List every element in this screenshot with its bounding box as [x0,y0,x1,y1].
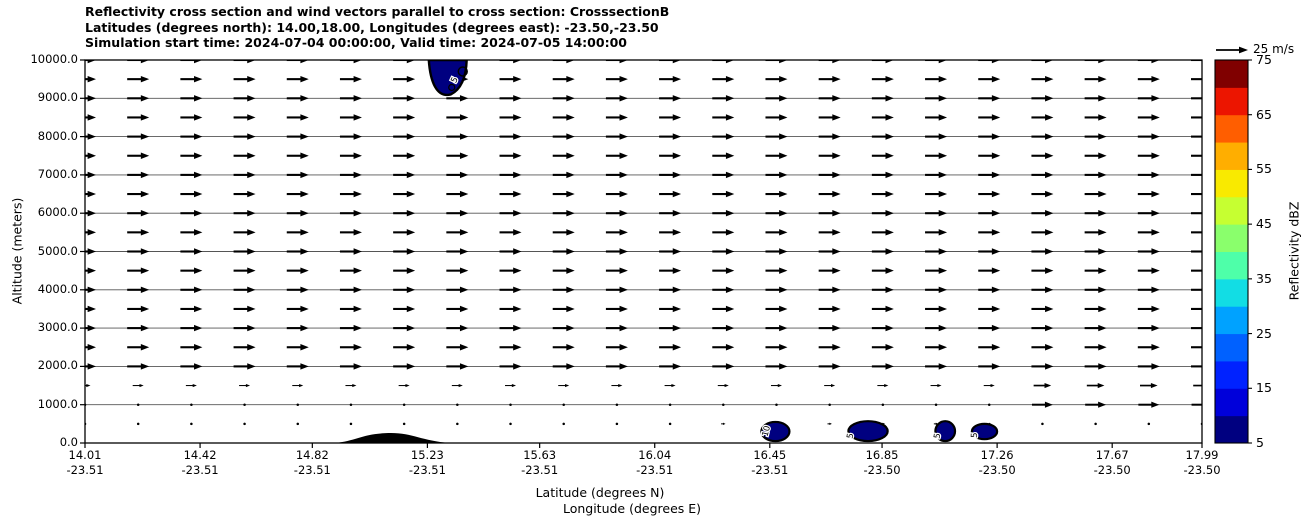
quiver-key-arrow [1216,46,1248,54]
x-tick-label-longitude: -23.51 [293,463,331,477]
plot-subtitle-latlon: Latitudes (degrees north): 14.00,18.00, … [85,19,659,35]
y-tick-label: 4000.0 [37,281,78,296]
x-tick-label-longitude: -23.51 [66,463,104,477]
reflectivity-cell [427,60,468,97]
x-axis-label-latitude: Latitude (degrees N) [535,485,665,500]
x-tick-label-latitude: 16.04 [638,448,672,462]
quiver-key-label: 25 m/s [1253,42,1295,56]
contour-label: 10 [761,425,773,438]
y-tick-label: 7000.0 [37,166,78,181]
x-tick-label-longitude: -23.51 [636,463,674,477]
plot-title-block: Reflectivity cross section and wind vect… [85,4,669,51]
plot-subtitle-times: Simulation start time: 2024-07-04 00:00:… [85,35,627,50]
reflectivity-contours: 5 10 5 5 5 [427,60,999,443]
x-tick-label-latitude: 17.99 [1185,448,1219,462]
colorbar [1214,59,1252,444]
x-tick-label-longitude: -23.51 [181,463,219,477]
colorbar-tick-label: 35 [1256,270,1272,286]
contour-label: 5 [970,432,980,438]
x-tick-label-latitude: 14.42 [183,448,217,462]
y-tick-label: 3000.0 [37,320,78,335]
x-tick-label-latitude: 14.82 [295,448,329,462]
x-tick-label-latitude: 16.45 [753,448,787,462]
reflectivity-cell [760,420,791,443]
terrain-profile [334,433,450,443]
colorbar-tick-label: 5 [1256,435,1264,450]
x-tick-label-latitude: 14.01 [68,448,102,462]
reflectivity-cell [934,420,957,443]
colorbar-tick-label: 75 [1256,52,1272,67]
plot-area: 5 10 5 5 5 [85,60,1202,443]
x-tick-label-longitude: -23.50 [1183,463,1221,477]
x-tick-label-latitude: 17.26 [980,448,1014,462]
colorbar-tick-label: 55 [1256,161,1272,177]
x-tick-label-longitude: -23.50 [863,463,901,477]
contour-label: 5 [932,432,943,439]
x-tick-label-latitude: 17.67 [1095,448,1129,462]
x-tick-label-latitude: 15.23 [410,448,444,462]
y-tick-label: 1000.0 [37,396,78,411]
x-tick-label-latitude: 16.85 [865,448,899,462]
y-tick-label: 6000.0 [37,205,78,220]
y-tick-label: 5000.0 [37,243,78,258]
wind-quiver-field [85,60,1202,426]
x-tick-label-longitude: -23.51 [408,463,446,477]
x-tick-label-longitude: -23.51 [521,463,559,477]
colorbar-tick-label: 45 [1256,216,1272,232]
reflectivity-cell [970,422,999,441]
y-tick-label: 10000.0 [30,52,78,66]
contour-label: 5 [845,432,856,439]
contour-label: 5 [449,76,460,85]
x-tick-label-latitude: 15.63 [523,448,557,462]
x-axis-label-longitude: Longitude (degrees E) [562,501,702,516]
plot-title: Reflectivity cross section and wind vect… [85,4,670,19]
reflectivity-cell [847,420,889,443]
y-tick-label: 9000.0 [37,90,78,105]
y-tick-label: 8000.0 [37,128,78,143]
x-tick-label-longitude: -23.51 [751,463,789,477]
colorbar-tick-label: 25 [1256,325,1272,341]
x-tick-label-longitude: -23.50 [978,463,1016,477]
colorbar-tick-label: 65 [1256,106,1272,122]
x-tick-label-longitude: -23.50 [1093,463,1131,477]
y-tick-label: 2000.0 [37,358,78,373]
gridlines [85,97,1202,406]
colorbar-tick-label: 15 [1256,380,1272,396]
y-tick-label: 0.0 [59,435,78,449]
